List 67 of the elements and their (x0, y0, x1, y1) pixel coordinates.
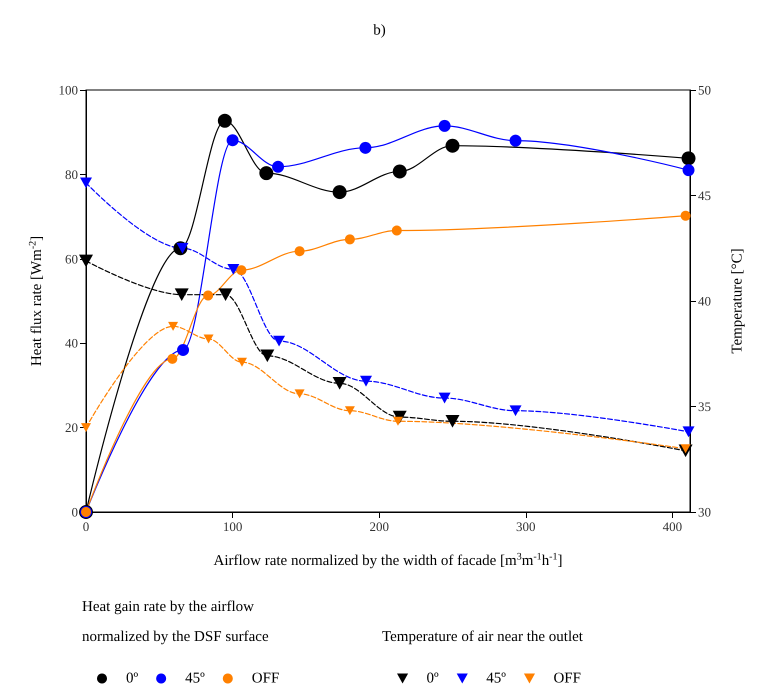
point (438, 120, 451, 132)
point (332, 376, 347, 390)
x-tick-label: 300 (516, 519, 536, 534)
point (344, 406, 355, 416)
y-axis-title: Heat flux rate [Wm-2] (28, 236, 45, 366)
legend-label: 45º (486, 670, 506, 686)
legend-label: 45º (185, 670, 206, 686)
point (392, 226, 402, 236)
y-tick-label: 60 (65, 251, 78, 266)
x-tick-label: 0 (82, 519, 90, 534)
point (359, 142, 372, 154)
point (510, 405, 522, 416)
y2-tick-label: 45 (698, 188, 711, 203)
point (226, 134, 239, 146)
point (682, 426, 695, 438)
point (273, 336, 286, 346)
x-tick-label: 400 (662, 519, 682, 534)
point (392, 164, 407, 178)
text: Heat gain rate by the airflow normalized by the DSF surface (82, 599, 269, 645)
point (344, 234, 355, 244)
y2-tick-label: 30 (698, 504, 711, 520)
point (176, 242, 188, 254)
point (680, 210, 691, 221)
point (272, 160, 284, 173)
legend-label: 0º (426, 670, 440, 686)
y2-tick-label: 40 (698, 294, 711, 308)
point (79, 254, 93, 268)
point (218, 114, 232, 128)
point (174, 288, 189, 301)
point (218, 288, 233, 301)
legend-label: 0º (126, 670, 138, 686)
y2-axis-title: Temperature [°C] (730, 248, 746, 354)
point (204, 334, 214, 344)
legend-label: OFF (252, 670, 280, 686)
y-tick-label: 80 (65, 166, 78, 182)
y2-tick-label: 50 (698, 82, 711, 98)
point (260, 350, 274, 362)
x-tick-label: 200 (369, 519, 389, 534)
point (236, 265, 246, 276)
legend-label: OFF (553, 670, 581, 686)
point (294, 389, 305, 398)
point (203, 290, 214, 301)
y-tick-label: 0 (72, 504, 78, 520)
point (294, 246, 305, 256)
point (81, 423, 91, 432)
point (168, 322, 178, 331)
point (332, 185, 347, 200)
y2-tick-label: 35 (698, 399, 711, 414)
point (360, 376, 372, 387)
point (259, 166, 274, 180)
point (446, 138, 460, 153)
text: Temperature of air near the outlet (382, 629, 583, 645)
point (682, 164, 695, 176)
y-tick-label: 100 (58, 82, 78, 98)
point (227, 264, 240, 275)
x-tick-label: 100 (222, 519, 242, 534)
point (510, 134, 522, 147)
y-tick-label: 20 (65, 420, 78, 436)
point (446, 414, 460, 428)
point (438, 392, 451, 404)
point (682, 151, 696, 166)
chart-title: b) (373, 22, 386, 38)
point (236, 358, 247, 367)
point (177, 344, 190, 356)
y-tick-label: 40 (65, 336, 78, 351)
point (167, 354, 178, 364)
point (80, 177, 92, 188)
